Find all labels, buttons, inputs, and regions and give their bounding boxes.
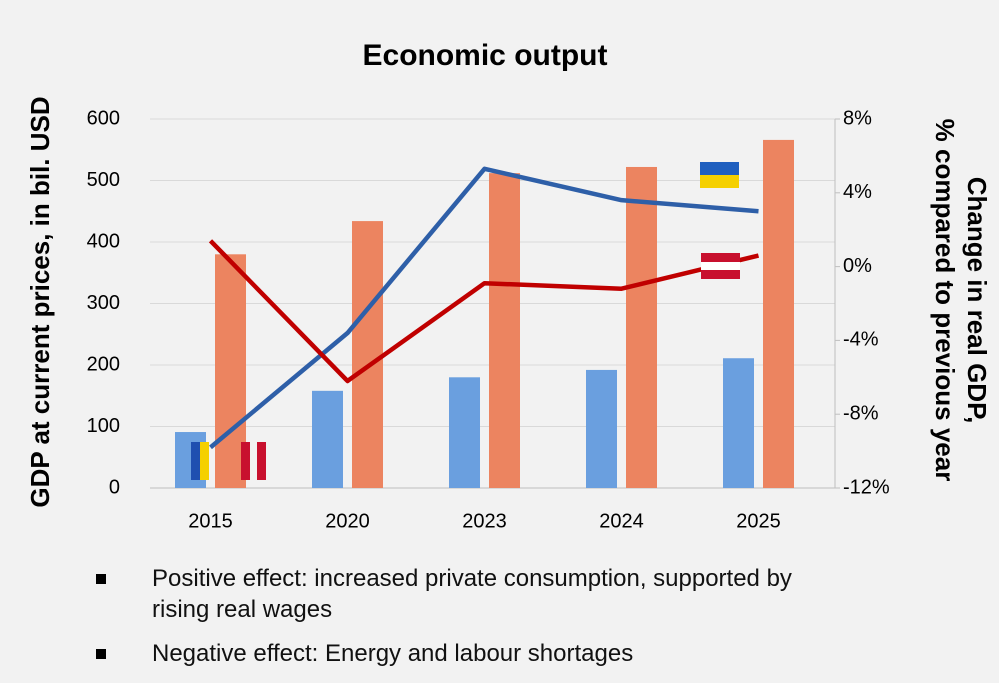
y-tick-label: 600 <box>87 107 120 129</box>
y2-tick-label: -12% <box>843 476 890 498</box>
y2-axis-title: Change in real GDP, <box>962 177 992 424</box>
bar <box>763 139 794 488</box>
bar <box>489 173 520 488</box>
notes: Positive effect: increased private consu… <box>96 563 796 682</box>
bar <box>352 221 383 488</box>
bar <box>215 254 246 488</box>
flag-romania-like <box>191 442 209 480</box>
y2-tick-label: 0% <box>843 255 872 277</box>
x-tick-label: 2023 <box>462 510 507 532</box>
y2-tick-label: 8% <box>843 107 872 129</box>
bar <box>586 369 617 488</box>
y2-axis-title: % compared to previous year <box>930 119 960 482</box>
flag-austria <box>701 253 740 279</box>
line <box>209 166 759 450</box>
chart-title: Economic output <box>363 39 608 72</box>
y-tick-label: 0 <box>109 476 120 498</box>
note-text: Negative effect: Energy and labour short… <box>152 640 634 667</box>
note: Negative effect: Energy and labour short… <box>96 638 796 669</box>
y-tick-label: 400 <box>87 230 120 252</box>
bullet <box>96 574 106 584</box>
y2-tick-label: -8% <box>843 402 879 424</box>
bar <box>626 166 657 488</box>
y-tick-label: 200 <box>87 353 120 375</box>
plot: 0 100 200 300 400 500 600 -12% -8% -4% 0% 4% 8% 2015 2… <box>87 107 890 532</box>
bar <box>449 377 480 488</box>
y2-tick-label: -4% <box>843 329 879 351</box>
bar <box>312 390 343 488</box>
x-tick-label: 2020 <box>325 510 370 532</box>
flag-ukraine <box>700 162 739 188</box>
y-axis-title: GDP at current prices, in bil. USD <box>25 96 55 507</box>
x-tick-label: 2024 <box>599 510 644 532</box>
note: Positive effect: increased private consu… <box>96 563 796 625</box>
flag-austria-small <box>241 442 266 480</box>
y-tick-label: 500 <box>87 169 120 191</box>
x-tick-label: 2015 <box>188 510 233 532</box>
note-text: Positive effect: increased private consu… <box>152 565 792 623</box>
bar <box>723 358 754 488</box>
bullet <box>96 649 106 659</box>
x-tick-label: 2025 <box>736 510 781 532</box>
line <box>208 239 760 384</box>
y2-tick-label: 4% <box>843 181 872 203</box>
y-tick-label: 100 <box>87 415 120 437</box>
y-tick-label: 300 <box>87 292 120 314</box>
